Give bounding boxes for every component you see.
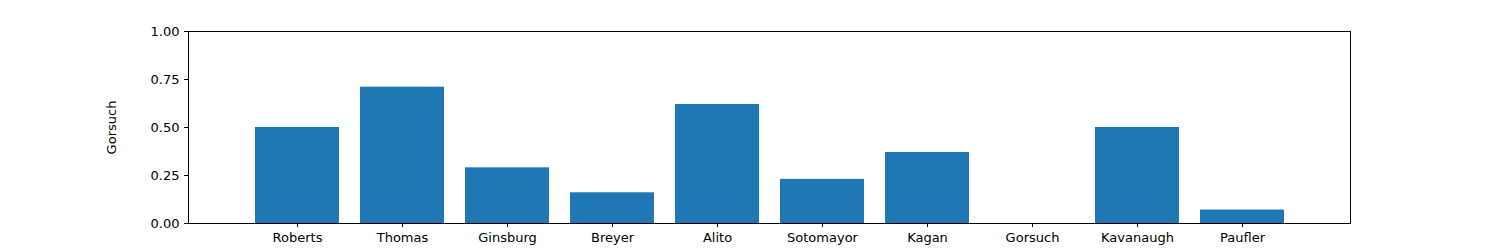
svg-text:Ginsburg: Ginsburg	[478, 230, 537, 245]
svg-text:1.00: 1.00	[151, 24, 180, 39]
svg-text:Breyer: Breyer	[591, 230, 635, 245]
svg-text:Kagan: Kagan	[907, 230, 948, 245]
svg-text:Kavanaugh: Kavanaugh	[1101, 230, 1174, 245]
svg-text:0.50: 0.50	[151, 120, 180, 135]
svg-text:Sotomayor: Sotomayor	[787, 230, 859, 245]
svg-text:Thomas: Thomas	[376, 230, 429, 245]
svg-text:Roberts: Roberts	[273, 230, 323, 245]
svg-text:Paufler: Paufler	[1220, 230, 1266, 245]
svg-text:Alito: Alito	[703, 230, 732, 245]
svg-text:Gorsuch: Gorsuch	[104, 101, 119, 155]
svg-text:0.75: 0.75	[151, 72, 180, 87]
svg-text:Gorsuch: Gorsuch	[1006, 230, 1060, 245]
svg-text:0.25: 0.25	[151, 168, 180, 183]
svg-text:0.00: 0.00	[151, 216, 180, 231]
